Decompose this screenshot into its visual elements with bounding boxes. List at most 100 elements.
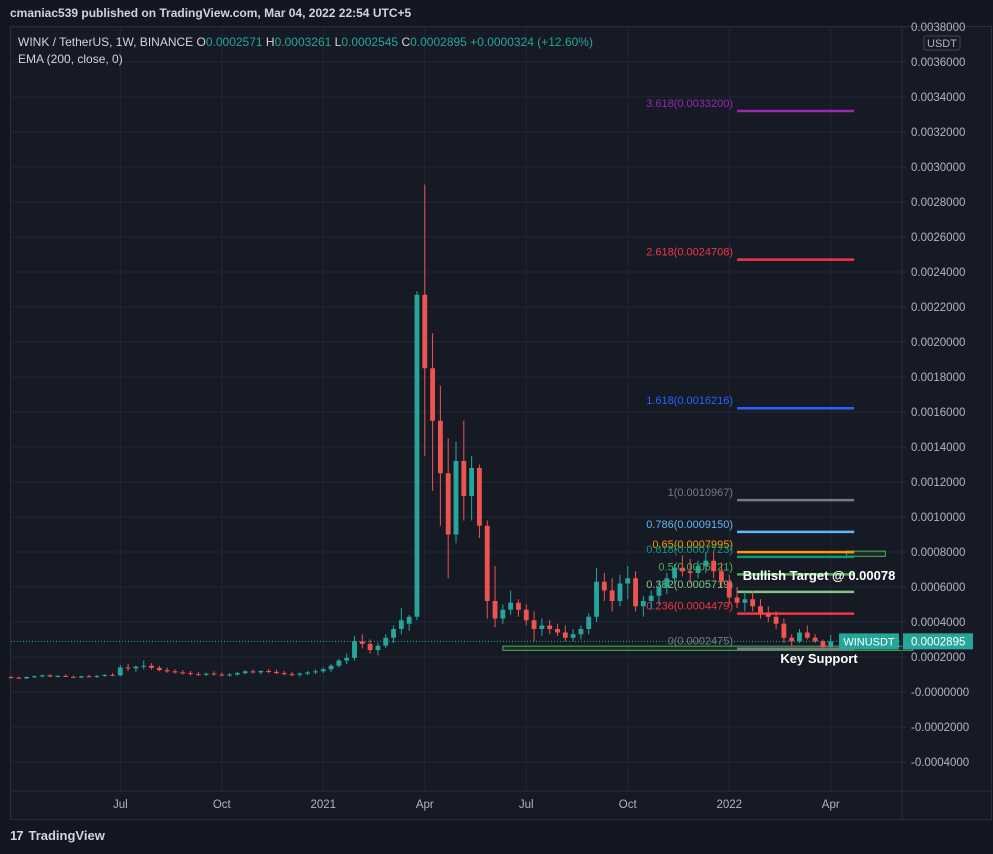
- time-tick-label: Apr: [822, 799, 840, 811]
- tradingview-logo-icon: 17: [10, 828, 24, 843]
- legend-symbol: WINK / TetherUS, 1W, BINANCE: [18, 35, 194, 49]
- candle-body: [352, 641, 357, 658]
- candle-body: [227, 674, 233, 676]
- candle-body: [750, 599, 756, 607]
- legend-low-label: L: [334, 35, 342, 49]
- candle-body: [328, 665, 334, 670]
- candle-body: [633, 578, 638, 607]
- legend-high-label: H: [265, 35, 275, 49]
- candle-body: [24, 676, 30, 679]
- candle-body: [94, 675, 100, 677]
- price-tick-label: 0.0004000: [911, 617, 965, 629]
- candle-body: [156, 667, 162, 671]
- time-tick-label: 2021: [310, 799, 336, 811]
- legend-indicator[interactable]: EMA (200, close, 0): [18, 52, 123, 66]
- time-tick-label: Apr: [416, 799, 434, 811]
- candle-body: [320, 669, 326, 672]
- candle-body: [430, 368, 435, 421]
- price-tick-label: 0.0020000: [911, 337, 965, 349]
- candle-body: [601, 581, 607, 591]
- fib-level-label: 1.618(0.0016216): [646, 395, 733, 407]
- currency-label: USDT: [927, 38, 957, 50]
- chart-legend: WINK / TetherUS, 1W, BINANCE O0.0002571 …: [18, 34, 593, 68]
- candle-body: [789, 637, 795, 642]
- time-tick-label: Jul: [113, 799, 128, 811]
- candle-body: [812, 637, 818, 642]
- fib-level-label: 0.236(0.0004479): [646, 601, 733, 613]
- price-tick-label: 0.0038000: [911, 22, 965, 34]
- candle-body: [679, 567, 685, 572]
- price-tick-label: 0.0030000: [911, 162, 965, 174]
- publisher-header: cmaniac539 published on TradingView.com,…: [10, 6, 412, 20]
- time-tick-label: Oct: [213, 799, 232, 811]
- fib-level-label: 1(0.0010967): [668, 487, 733, 499]
- candle-body: [258, 671, 264, 673]
- candle-body: [149, 665, 154, 668]
- price-axis: 0.0038000 0.0036000 0.0034000 0.0032000 0.00…: [901, 22, 969, 820]
- candle-body: [422, 294, 428, 369]
- price-tick-label: 0.0034000: [911, 92, 965, 104]
- price-tick-label: 0.0012000: [911, 477, 965, 489]
- candle-body: [211, 673, 217, 675]
- candle-body: [266, 671, 272, 672]
- candle-body: [219, 674, 225, 676]
- candle-body: [141, 665, 147, 667]
- time-tick-label: Jul: [519, 799, 534, 811]
- fib-level-label: 0.786(0.0009150): [646, 519, 733, 531]
- legend-open-label: O: [196, 35, 206, 49]
- candle-body: [672, 567, 678, 579]
- candle-body: [765, 613, 771, 617]
- price-tick-label: 0.0026000: [911, 232, 965, 244]
- price-tag: 0.0002895: [911, 636, 965, 648]
- candle-body: [172, 671, 178, 673]
- candle-body: [203, 673, 209, 675]
- tradingview-logo[interactable]: 17 TradingView: [10, 828, 105, 843]
- candle-body: [289, 674, 295, 676]
- price-tick-label: 0.0032000: [911, 127, 965, 139]
- candle-body: [47, 675, 53, 677]
- price-tick-label: 0.0014000: [911, 442, 965, 454]
- price-tick-label: 0.0008000: [911, 547, 965, 559]
- candle-body: [71, 676, 76, 678]
- candle-body: [617, 583, 623, 601]
- candle-body: [703, 560, 709, 566]
- price-tick-label: 0.0010000: [911, 512, 965, 524]
- candle-body: [242, 671, 248, 674]
- candle-body: [461, 461, 467, 496]
- candle-body: [695, 566, 701, 573]
- candle-body: [742, 599, 748, 603]
- candle-body: [383, 637, 389, 646]
- candle-body: [78, 676, 84, 678]
- candle-body: [234, 673, 240, 675]
- time-tick-label: Oct: [619, 799, 638, 811]
- candle-body: [609, 590, 615, 601]
- candle-body: [656, 587, 662, 596]
- candle-body: [164, 670, 170, 672]
- candle-body: [336, 660, 342, 666]
- legend-open: 0.0002571: [205, 35, 263, 49]
- chart-annotation: Bullish Target @ 0.00078: [743, 568, 896, 583]
- symbol-tag: WINUSDT: [843, 636, 895, 648]
- candle-body: [586, 616, 592, 629]
- candle-body: [492, 601, 498, 619]
- candle-body: [398, 620, 404, 629]
- candle-body: [180, 672, 186, 674]
- candle-body: [516, 602, 521, 610]
- candle-body: [359, 641, 365, 644]
- fib-level-label: 0.618(0.0007723): [646, 544, 733, 556]
- candle-body: [16, 677, 22, 679]
- candle-body: [594, 581, 599, 617]
- candle-body: [508, 602, 514, 610]
- candle-body: [773, 616, 779, 624]
- legend-change: +0.0000324 (+12.60%): [470, 35, 593, 49]
- candle-body: [406, 616, 412, 624]
- chart-frame[interactable]: [10, 26, 992, 820]
- candle-body: [469, 468, 475, 496]
- candle-body: [39, 675, 45, 677]
- candle-body: [453, 461, 459, 535]
- price-tick-label: -0.0004000: [911, 757, 969, 769]
- candle-body: [648, 595, 654, 601]
- candle-body: [531, 620, 537, 629]
- price-tick-label: 0.0018000: [911, 372, 965, 384]
